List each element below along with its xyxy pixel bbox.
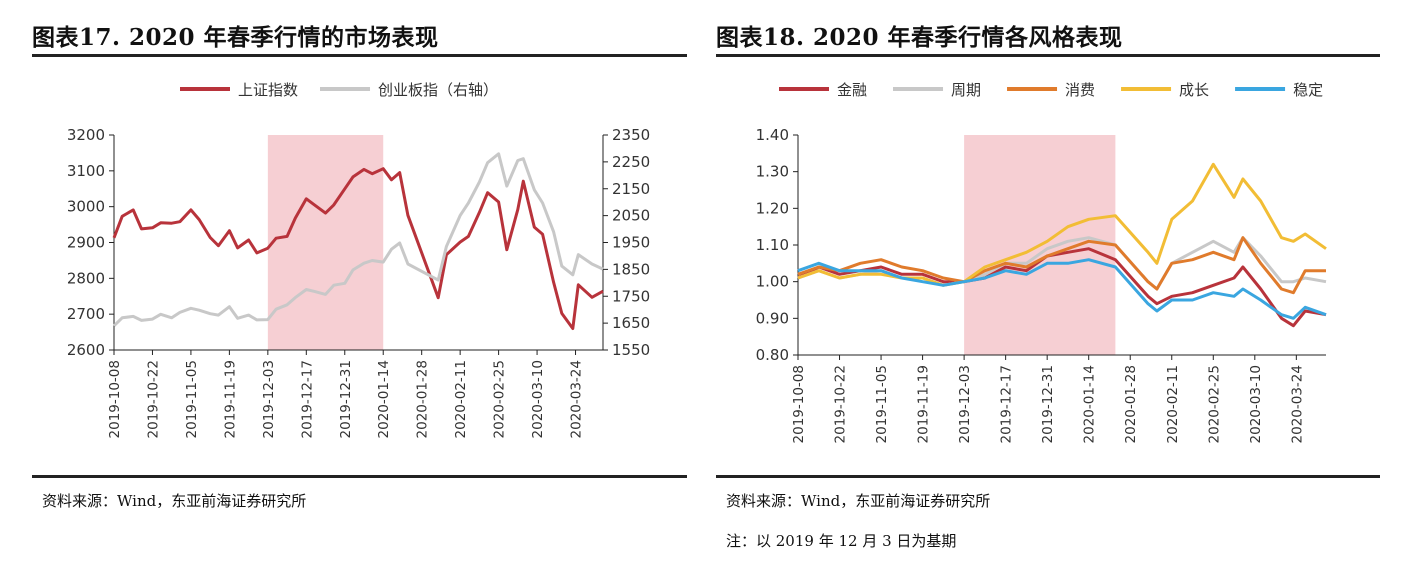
shaded-period — [267, 135, 384, 350]
x-tick-label: 2020-01-28 — [415, 360, 431, 438]
figure-17-title: 图表17. 2020 年春季行情的市场表现 — [32, 24, 439, 51]
x-tick-label: 2019-12-17 — [999, 365, 1015, 443]
x-tick-label: 2020-02-25 — [1206, 365, 1222, 443]
figure-18-title: 图表18. 2020 年春季行情各风格表现 — [716, 24, 1123, 51]
y-right-tick-label: 1850 — [612, 260, 650, 278]
series-line-1 — [797, 247, 1327, 328]
x-tick-label: 2019-11-19 — [916, 365, 932, 443]
legend-label-3: 消费 — [1065, 81, 1095, 99]
x-tick-label: 2020-02-11 — [453, 360, 469, 438]
figure-17-chart: 2600 2700 2800 2900 3000 3100 3200 1550 1650 1750… — [67, 81, 650, 438]
figure-17-source: 资料来源：Wind，东亚前海证券研究所 — [42, 492, 307, 510]
x-tick-label: 2020-03-10 — [1248, 365, 1264, 443]
x-tick-label: 2019-12-31 — [1040, 365, 1056, 443]
x-tick-label: 2019-11-19 — [222, 360, 238, 438]
x-tick-label: 2019-10-22 — [145, 360, 161, 438]
y-tick-label: 1.10 — [756, 236, 789, 254]
x-tick-label: 2020-02-25 — [492, 360, 508, 438]
x-tick-label: 2020-01-14 — [1082, 365, 1098, 443]
y-tick-label: 0.90 — [756, 309, 789, 327]
x-tick-label: 2020-02-11 — [1165, 365, 1181, 443]
legend-label-2: 周期 — [951, 81, 981, 99]
y-right-tick-label: 1650 — [612, 314, 650, 332]
figure-18-source: 资料来源：Wind，东亚前海证券研究所 — [726, 492, 991, 510]
y-tick-label: 1.00 — [756, 273, 789, 291]
x-tick-label: 2019-12-03 — [261, 360, 277, 438]
x-tick-label: 2019-11-05 — [184, 360, 200, 438]
legend-label-2: 创业板指（右轴） — [378, 81, 498, 99]
x-tick-label: 2020-01-14 — [376, 360, 392, 438]
figure-17: 图表17. 2020 年春季行情的市场表现 2600 2700 2800 2900 30… — [32, 0, 687, 574]
x-tick-label: 2020-03-24 — [569, 360, 585, 438]
series-line-5 — [797, 258, 1327, 320]
legend-label-1: 上证指数 — [238, 81, 298, 99]
x-tick-label: 2019-10-22 — [833, 365, 849, 443]
x-tick-label: 2020-03-10 — [530, 360, 546, 438]
y-tick-label: 0.80 — [756, 346, 789, 364]
y-right-tick-label: 2150 — [612, 180, 650, 198]
y-tick-label: 2800 — [67, 269, 105, 287]
x-tick-label: 2019-12-03 — [957, 365, 973, 443]
figure-18-chart: 0.80 0.90 1.00 1.10 1.20 1.30 1.40 2019-10-08 20… — [756, 81, 1327, 443]
y-tick-label: 3000 — [67, 198, 105, 216]
x-tick-label: 2019-12-17 — [299, 360, 315, 438]
x-tick-label: 2019-11-05 — [874, 365, 890, 443]
x-tick-label: 2020-03-24 — [1289, 365, 1305, 443]
y-right-tick-label: 2250 — [612, 153, 650, 171]
y-right-tick-label: 2350 — [612, 126, 650, 144]
legend-label-4: 成长 — [1179, 81, 1209, 99]
y-tick-label: 2900 — [67, 234, 105, 252]
y-tick-label: 1.40 — [756, 126, 789, 144]
figure-17-bottom-rule — [32, 475, 687, 478]
y-tick-label: 1.20 — [756, 199, 789, 217]
figure-18-bottom-rule — [716, 475, 1380, 478]
y-tick-label: 1.30 — [756, 163, 789, 181]
series-line-1 — [112, 167, 604, 330]
series-line-2 — [112, 152, 604, 327]
legend-label-1: 金融 — [837, 81, 867, 99]
x-tick-label: 2020-01-28 — [1123, 365, 1139, 443]
x-tick-label: 2019-12-31 — [338, 360, 354, 438]
y-right-tick-label: 1750 — [612, 287, 650, 305]
y-tick-label: 2700 — [67, 305, 105, 323]
y-tick-label: 2600 — [67, 341, 105, 359]
y-right-tick-label: 1950 — [612, 234, 650, 252]
x-tick-label: 2019-10-08 — [791, 365, 807, 443]
x-tick-label: 2019-10-08 — [107, 360, 123, 438]
figure-18-note: 注：以 2019 年 12 月 3 日为基期 — [726, 532, 957, 550]
series-line-3 — [797, 236, 1326, 295]
figure-17-top-rule — [32, 54, 687, 57]
figure-18: 图表18. 2020 年春季行情各风格表现 0.80 0.90 1.00 1.10 1.… — [716, 0, 1380, 574]
legend-label-5: 稳定 — [1293, 81, 1323, 99]
y-right-tick-label: 1550 — [612, 341, 650, 359]
y-tick-label: 3100 — [67, 162, 105, 180]
y-tick-label: 3200 — [67, 126, 105, 144]
y-right-tick-label: 2050 — [612, 207, 650, 225]
figure-18-top-rule — [716, 54, 1380, 57]
series-line-4 — [797, 162, 1327, 287]
